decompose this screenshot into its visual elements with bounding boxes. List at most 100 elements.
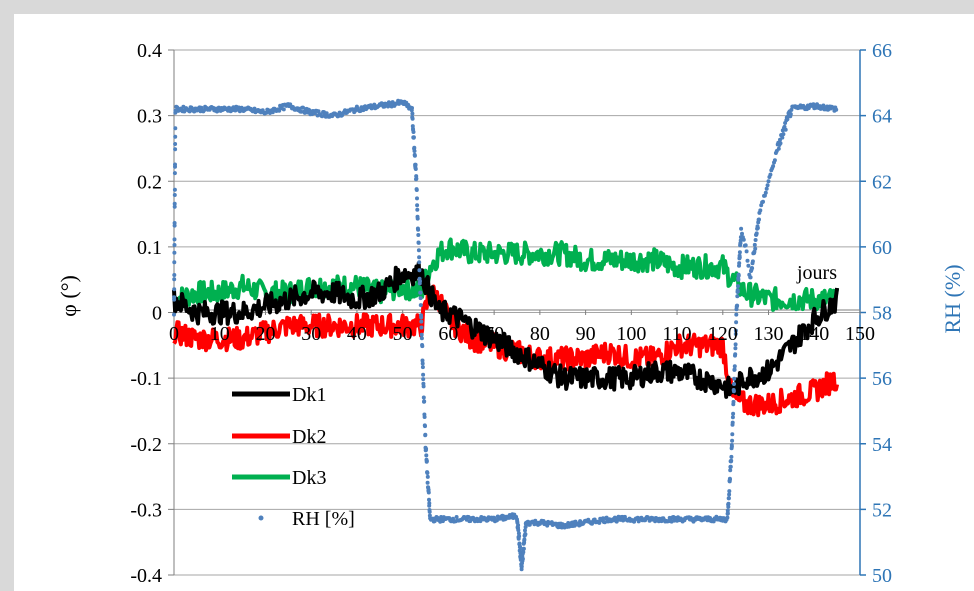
rh-point: [420, 365, 425, 370]
rh-point: [752, 249, 757, 254]
rh-point: [752, 242, 757, 247]
rh-point: [732, 367, 737, 372]
y-tick-label: -0.2: [130, 434, 162, 456]
rh-point: [727, 492, 732, 497]
rh-point: [172, 243, 177, 247]
y2-tick-label: 60: [872, 237, 892, 259]
legend-label-dk1: Dk1: [292, 384, 326, 406]
rh-point: [734, 312, 739, 317]
x-tick-label: 110: [662, 323, 691, 345]
y-tick-label: 0.4: [137, 40, 162, 62]
rh-point: [415, 196, 419, 201]
rh-point: [740, 231, 744, 236]
rh-point: [421, 377, 426, 382]
rh-point: [172, 193, 177, 197]
rh-point: [730, 420, 735, 425]
rh-point: [281, 107, 286, 112]
rh-point: [753, 238, 758, 242]
legend: Dk1 Dk2 Dk3 RH [%]: [232, 384, 355, 530]
rh-point: [172, 260, 177, 265]
rh-point: [735, 289, 740, 294]
rh-point: [726, 496, 731, 501]
rh-point: [748, 275, 753, 280]
rh-point: [766, 179, 771, 184]
rh-point: [418, 290, 423, 295]
rh-point: [454, 515, 459, 519]
y-tick-label: 0: [152, 303, 162, 325]
rh-point: [733, 332, 738, 336]
rh-point: [725, 508, 730, 513]
series-rh: [172, 98, 839, 572]
rh-point: [778, 141, 783, 146]
rh-point: [421, 384, 426, 389]
rh-point: [417, 268, 422, 273]
rh-point: [730, 415, 735, 420]
rh-point: [725, 515, 730, 520]
rh-point: [783, 127, 788, 132]
rh-point: [424, 459, 429, 463]
rh-point: [424, 446, 429, 451]
series-layer: [172, 98, 840, 572]
y-tick-label: 0.3: [137, 106, 162, 128]
rh-point: [419, 319, 424, 324]
y2-tick-label: 50: [872, 565, 892, 587]
rh-point: [750, 259, 755, 264]
legend-label-dk3: Dk3: [292, 467, 326, 489]
x-tick-label: 30: [301, 323, 321, 345]
grid-layer: [174, 49, 860, 576]
y-tick-label: -0.3: [130, 499, 162, 521]
y2-tick-label: 66: [872, 40, 892, 62]
y2-axis-title: RH (%): [940, 264, 965, 333]
rh-point: [415, 207, 420, 212]
x-tick-label: 130: [754, 323, 784, 345]
rh-point: [729, 454, 734, 459]
rh-point: [750, 266, 755, 271]
rh-point: [745, 258, 750, 263]
rh-point: [728, 464, 733, 469]
rh-point: [316, 109, 321, 114]
rh-point: [739, 226, 744, 231]
rh-point: [755, 226, 760, 230]
rh-point: [728, 477, 732, 482]
rh-point: [764, 186, 769, 191]
rh-point: [411, 130, 416, 134]
rh-point: [730, 438, 735, 443]
rh-point: [726, 501, 731, 506]
rh-point: [421, 372, 426, 377]
rh-point: [520, 556, 525, 561]
rh-point: [424, 453, 429, 458]
rh-point: [735, 303, 740, 308]
rh-point: [175, 105, 180, 110]
rh-point: [771, 164, 776, 169]
y-axis-title: φ (°): [56, 275, 81, 317]
rh-point: [523, 528, 527, 533]
rh-point: [746, 263, 751, 268]
rh-point: [741, 237, 746, 242]
chart-frame: 0.4 0.3 0.2 0.1 0 -0.1 -0.2 -0.3 -0.4 66 64 62 60 58 5…: [14, 14, 974, 591]
rh-point: [758, 208, 763, 213]
rh-point: [728, 468, 733, 473]
rh-point: [733, 346, 738, 351]
rh-point: [734, 320, 739, 325]
rh-point: [421, 395, 426, 400]
rh-point: [763, 190, 768, 195]
x-tick-label: 120: [708, 323, 738, 345]
x-axis-title: jours: [796, 262, 837, 284]
x-tick-label: 0: [169, 323, 179, 345]
x-tick-label: 80: [530, 323, 550, 345]
rh-point: [736, 284, 740, 289]
rh-point: [781, 132, 786, 137]
x-tick-label: 40: [347, 323, 367, 345]
rh-point: [420, 361, 425, 366]
rh-point: [410, 106, 414, 110]
rh-point: [737, 255, 742, 260]
rh-point: [517, 534, 522, 539]
rh-point: [411, 135, 416, 140]
rh-point: [419, 332, 424, 337]
rh-point: [523, 532, 528, 537]
rh-point: [418, 303, 423, 308]
y2-tick-label: 58: [872, 303, 892, 325]
x-tick-label: 100: [616, 323, 646, 345]
rh-point: [416, 233, 421, 237]
rh-point: [761, 199, 765, 204]
